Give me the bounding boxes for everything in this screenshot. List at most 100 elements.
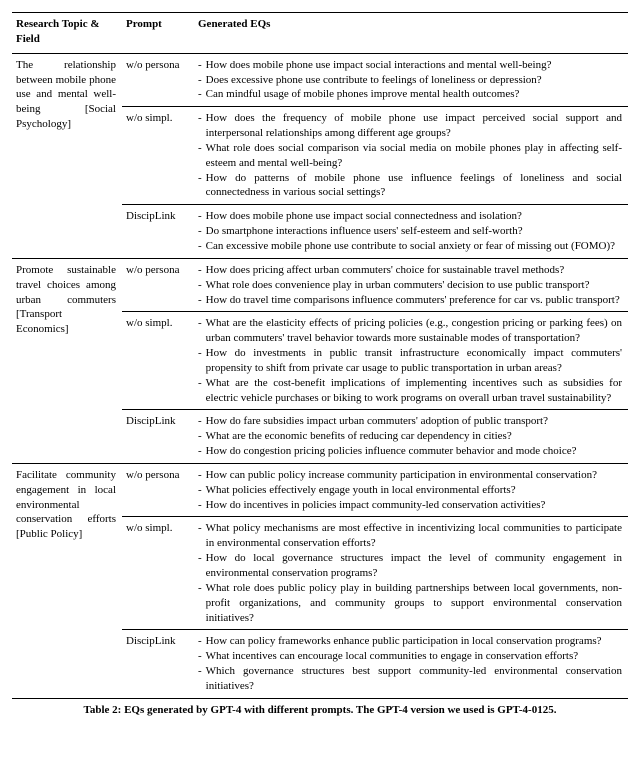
dash-icon: - — [198, 73, 206, 88]
eqs-cell: -How can policy frameworks enhance publi… — [194, 630, 628, 698]
header-eqs: Generated EQs — [194, 13, 628, 54]
eq-item: -How can policy frameworks enhance publi… — [198, 634, 622, 649]
dash-icon: - — [198, 376, 206, 406]
eq-item: -How do investments in public transit in… — [198, 346, 622, 376]
eq-text: Can excessive mobile phone use contribut… — [206, 239, 622, 254]
eq-text: What role does public policy play in bui… — [206, 581, 622, 626]
dash-icon: - — [198, 141, 206, 171]
dash-icon: - — [198, 263, 206, 278]
dash-icon: - — [198, 498, 206, 513]
eq-item: -How does the frequency of mobile phone … — [198, 111, 622, 141]
eq-item: -How does pricing affect urban commuters… — [198, 263, 622, 278]
dash-icon: - — [198, 224, 206, 239]
eq-item: -How do travel time comparisons influenc… — [198, 293, 622, 308]
eq-item: -How does mobile phone use impact social… — [198, 58, 622, 73]
eq-text: What role does convenience play in urban… — [206, 278, 622, 293]
eq-text: How do travel time comparisons influence… — [206, 293, 622, 308]
eq-item: -What policy mechanisms are most effecti… — [198, 521, 622, 551]
topic-cell: Promote sustainable travel choices among… — [12, 258, 122, 463]
dash-icon: - — [198, 429, 206, 444]
prompt-cell: DiscipLink — [122, 205, 194, 259]
dash-icon: - — [198, 414, 206, 429]
eqs-cell: -What are the elasticity effects of pric… — [194, 312, 628, 410]
eq-item: -How do congestion pricing policies infl… — [198, 444, 622, 459]
eqs-cell: -How can public policy increase communit… — [194, 463, 628, 517]
eq-item: -What are the elasticity effects of pric… — [198, 316, 622, 346]
dash-icon: - — [198, 58, 206, 73]
eq-item: -Can mindful usage of mobile phones impr… — [198, 87, 622, 102]
eq-item: -How can public policy increase communit… — [198, 468, 622, 483]
dash-icon: - — [198, 346, 206, 376]
dash-icon: - — [198, 316, 206, 346]
dash-icon: - — [198, 664, 206, 694]
dash-icon: - — [198, 634, 206, 649]
eq-text: Which governance structures best support… — [206, 664, 622, 694]
dash-icon: - — [198, 209, 206, 224]
eq-item: -How do patterns of mobile phone use inf… — [198, 171, 622, 201]
prompt-cell: w/o simpl. — [122, 107, 194, 205]
eq-item: -How does mobile phone use impact social… — [198, 209, 622, 224]
table-row: The relationship between mobile phone us… — [12, 53, 628, 107]
eq-text: What are the cost-benefit implications o… — [206, 376, 622, 406]
prompt-cell: w/o persona — [122, 463, 194, 517]
prompt-cell: DiscipLink — [122, 410, 194, 464]
dash-icon: - — [198, 293, 206, 308]
eq-item: -How do incentives in policies impact co… — [198, 498, 622, 513]
eqs-cell: -How does mobile phone use impact social… — [194, 53, 628, 107]
eqs-cell: -How does the frequency of mobile phone … — [194, 107, 628, 205]
prompt-cell: w/o persona — [122, 258, 194, 312]
dash-icon: - — [198, 239, 206, 254]
prompt-cell: w/o simpl. — [122, 312, 194, 410]
eq-text: What incentives can encourage local comm… — [206, 649, 622, 664]
eq-item: -What role does social comparison via so… — [198, 141, 622, 171]
eq-text: How does mobile phone use impact social … — [206, 58, 622, 73]
eq-text: How does pricing affect urban commuters'… — [206, 263, 622, 278]
eq-text: How do patterns of mobile phone use infl… — [206, 171, 622, 201]
eq-text: What are the elasticity effects of prici… — [206, 316, 622, 346]
eq-item: -What policies effectively engage youth … — [198, 483, 622, 498]
eq-text: How do investments in public transit inf… — [206, 346, 622, 376]
eq-text: What role does social comparison via soc… — [206, 141, 622, 171]
topic-cell: The relationship between mobile phone us… — [12, 53, 122, 258]
eq-text: Do smartphone interactions influence use… — [206, 224, 622, 239]
eq-text: How does the frequency of mobile phone u… — [206, 111, 622, 141]
eqs-cell: -How does mobile phone use impact social… — [194, 205, 628, 259]
eq-item: -What incentives can encourage local com… — [198, 649, 622, 664]
eq-item: -How do local governance structures impa… — [198, 551, 622, 581]
eqs-table: Research Topic & Field Prompt Generated … — [12, 12, 628, 699]
prompt-cell: w/o simpl. — [122, 517, 194, 630]
table-row: Promote sustainable travel choices among… — [12, 258, 628, 312]
eq-text: What policies effectively engage youth i… — [206, 483, 622, 498]
eq-text: How do fare subsidies impact urban commu… — [206, 414, 622, 429]
prompt-cell: DiscipLink — [122, 630, 194, 698]
eq-text: How can public policy increase community… — [206, 468, 622, 483]
eq-text: Can mindful usage of mobile phones impro… — [206, 87, 622, 102]
eq-text: Does excessive phone use contribute to f… — [206, 73, 622, 88]
header-prompt: Prompt — [122, 13, 194, 54]
eq-text: How do congestion pricing policies influ… — [206, 444, 622, 459]
eq-text: How do incentives in policies impact com… — [206, 498, 622, 513]
eq-item: -How do fare subsidies impact urban comm… — [198, 414, 622, 429]
eq-item: -Does excessive phone use contribute to … — [198, 73, 622, 88]
dash-icon: - — [198, 468, 206, 483]
dash-icon: - — [198, 649, 206, 664]
header-topic: Research Topic & Field — [12, 13, 122, 54]
table-header-row: Research Topic & Field Prompt Generated … — [12, 13, 628, 54]
dash-icon: - — [198, 521, 206, 551]
eq-item: -What are the economic benefits of reduc… — [198, 429, 622, 444]
eqs-cell: -What policy mechanisms are most effecti… — [194, 517, 628, 630]
table-row: Facilitate community engagement in local… — [12, 463, 628, 517]
eq-item: -What are the cost-benefit implications … — [198, 376, 622, 406]
eq-text: How can policy frameworks enhance public… — [206, 634, 622, 649]
topic-cell: Facilitate community engagement in local… — [12, 463, 122, 698]
table-caption: Table 2: EQs generated by GPT-4 with dif… — [12, 699, 628, 718]
dash-icon: - — [198, 171, 206, 201]
eq-item: -Do smartphone interactions influence us… — [198, 224, 622, 239]
eq-item: -Which governance structures best suppor… — [198, 664, 622, 694]
eq-item: -What role does convenience play in urba… — [198, 278, 622, 293]
dash-icon: - — [198, 87, 206, 102]
eqs-cell: -How does pricing affect urban commuters… — [194, 258, 628, 312]
prompt-cell: w/o persona — [122, 53, 194, 107]
dash-icon: - — [198, 483, 206, 498]
dash-icon: - — [198, 581, 206, 626]
